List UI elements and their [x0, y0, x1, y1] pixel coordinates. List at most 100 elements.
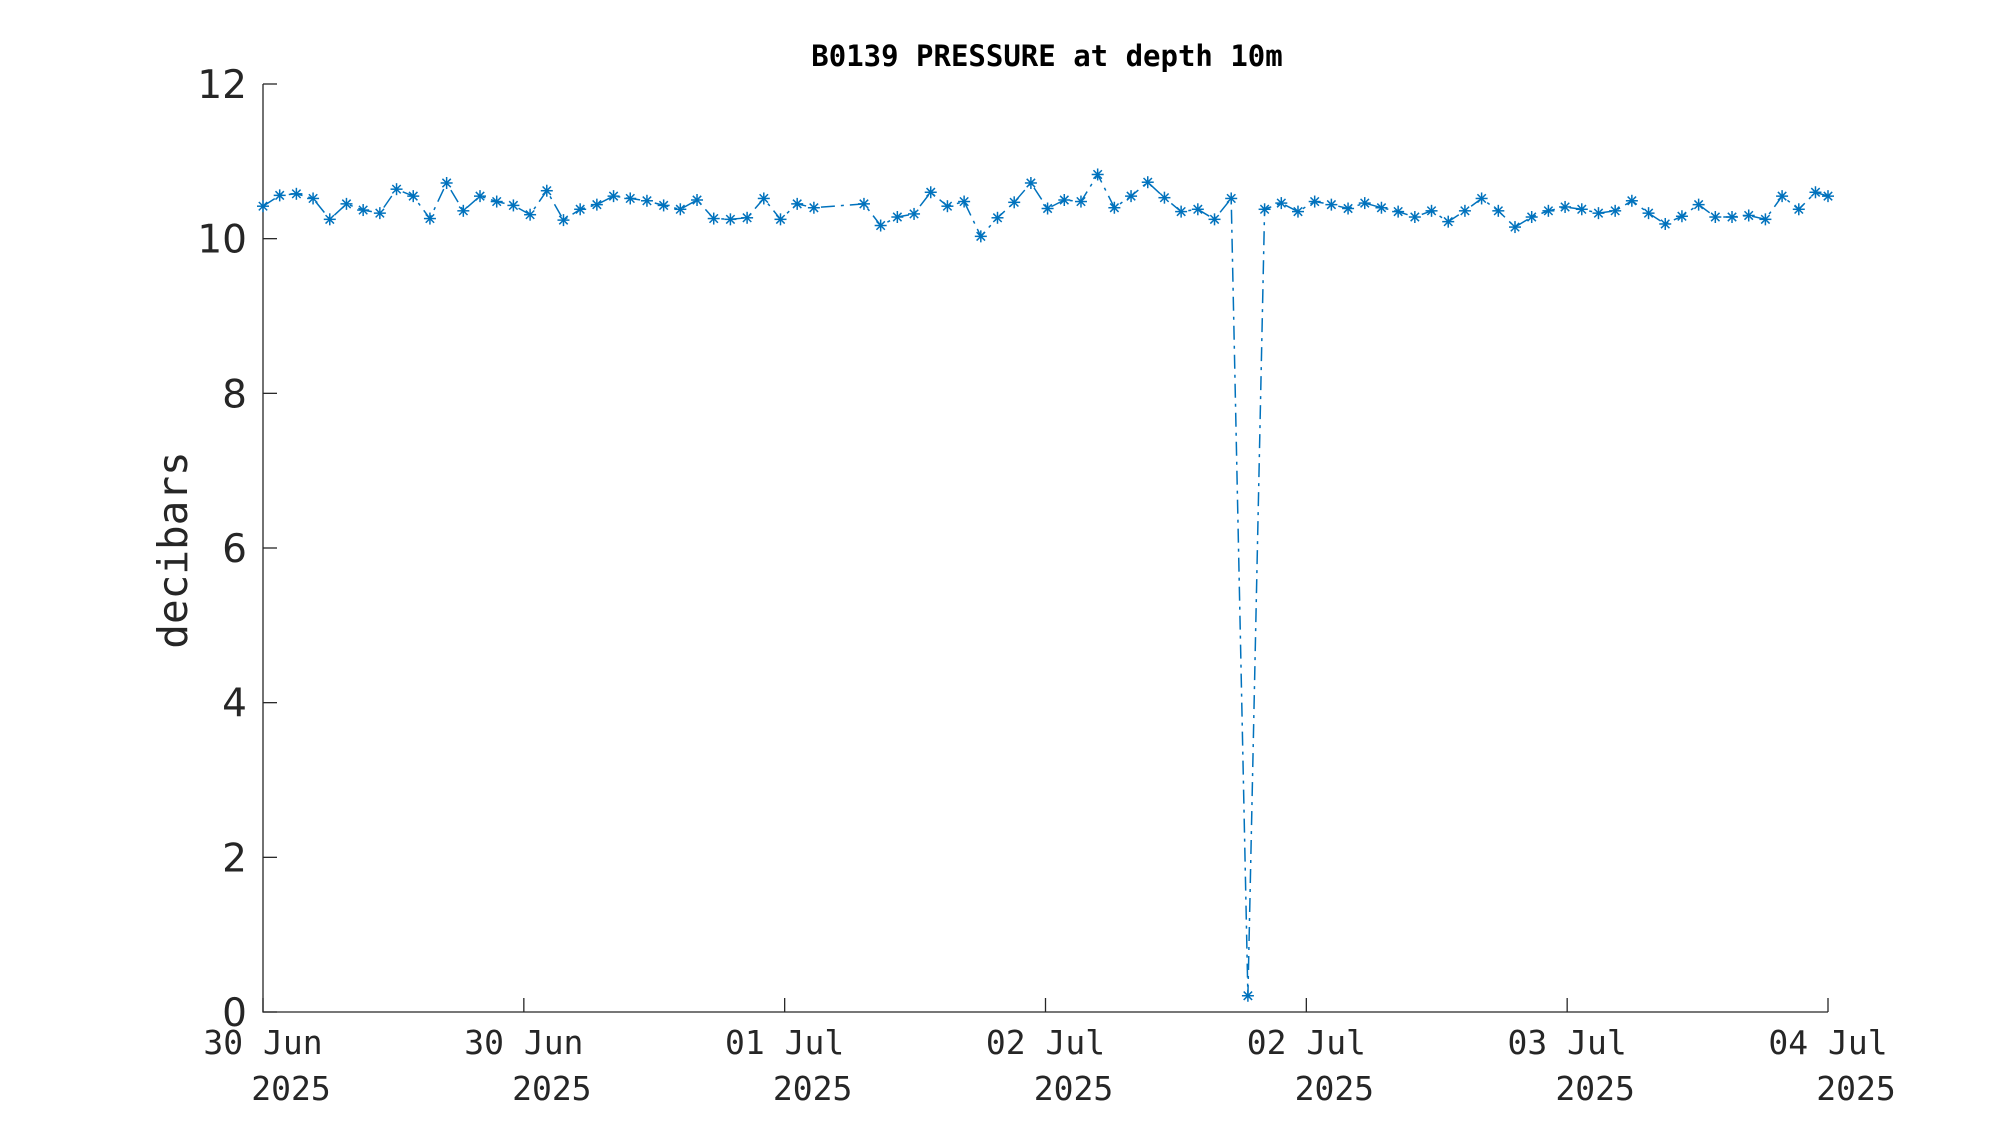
series-line: [262, 172, 1829, 996]
data-point: [1175, 205, 1188, 218]
data-point: [741, 211, 754, 224]
data-point: [791, 197, 804, 210]
data-point: [1625, 194, 1638, 207]
data-point: [1709, 211, 1722, 224]
data-point: [290, 187, 303, 200]
data-point: [891, 211, 904, 224]
data-point: [423, 212, 436, 225]
data-point: [1592, 207, 1605, 220]
data-point: [908, 207, 921, 220]
data-point: [1442, 215, 1455, 228]
data-point: [991, 211, 1004, 224]
data-point: [1125, 190, 1138, 203]
data-point: [1375, 201, 1388, 214]
data-point: [624, 192, 637, 205]
axes-frame: [262, 84, 1828, 1013]
y-tick-label: 8: [222, 372, 247, 417]
data-point: [1308, 195, 1321, 208]
data-point: [1191, 203, 1204, 216]
data-point: [1542, 204, 1555, 217]
data-point: [1458, 204, 1471, 217]
data-point: [440, 176, 453, 189]
x-tick-label-year: 2025: [1034, 1069, 1113, 1108]
x-tick-label-year: 2025: [1816, 1069, 1895, 1108]
data-point: [757, 192, 770, 205]
data-point: [1559, 200, 1572, 213]
data-point: [607, 190, 620, 203]
data-point: [1258, 203, 1271, 216]
data-point: [691, 194, 704, 206]
x-tick-label-year: 2025: [512, 1069, 591, 1108]
data-point: [1291, 205, 1304, 218]
y-tick-label: 6: [222, 527, 247, 572]
x-tick-label-year: 2025: [1295, 1069, 1374, 1108]
data-point: [1509, 221, 1521, 234]
y-tick-label: 10: [197, 218, 247, 263]
data-point: [924, 186, 937, 199]
data-point: [373, 207, 386, 220]
data-point: [1141, 176, 1154, 189]
x-tick-label-date: 01 Jul: [725, 1023, 844, 1062]
chart-title: B0139 PRESSURE at depth 10m: [811, 39, 1282, 73]
data-point: [407, 190, 420, 203]
y-axis-label: decibars: [149, 451, 197, 648]
data-point: [557, 214, 570, 227]
data-point: [1659, 217, 1672, 230]
data-point: [1642, 207, 1655, 220]
data-point: [1675, 210, 1688, 223]
x-tick-label-date: 02 Jul: [986, 1023, 1105, 1062]
y-tick-label: 12: [197, 63, 247, 108]
data-point: [1342, 202, 1355, 215]
data-point: [1475, 192, 1488, 205]
data-point: [357, 204, 370, 217]
data-point: [640, 194, 653, 207]
x-tick-label-date: 30 Jun: [464, 1023, 583, 1062]
data-point: [390, 183, 403, 196]
data-point: [1492, 204, 1505, 217]
data-point: [574, 203, 587, 216]
data-point: [1325, 198, 1338, 211]
data-point: [524, 208, 537, 221]
series-markers: [257, 168, 1834, 1002]
data-point: [1358, 197, 1371, 210]
data-point: [1208, 213, 1221, 226]
data-point: [941, 200, 954, 213]
data-point: [474, 190, 487, 203]
data-point: [507, 199, 520, 212]
data-point: [1241, 989, 1254, 1002]
data-point: [273, 189, 286, 202]
data-point: [1742, 209, 1755, 222]
data-point: [1008, 196, 1021, 209]
data-point: [1158, 191, 1171, 204]
y-tick-label: 4: [222, 682, 247, 727]
data-point: [1108, 201, 1121, 214]
data-point: [1525, 211, 1538, 224]
y-tick-label: 2: [222, 836, 247, 881]
data-point: [657, 199, 670, 212]
data-point: [1041, 202, 1054, 215]
y-axis-ticks: 0 2 4 6 8 10 12: [197, 63, 277, 1036]
data-point: [1074, 195, 1087, 208]
data-point: [674, 203, 687, 216]
data-point: [1425, 204, 1438, 217]
data-point: [707, 212, 720, 225]
y-tick-label: 0: [222, 991, 247, 1036]
data-point: [1692, 198, 1705, 211]
data-point: [1726, 211, 1739, 224]
data-point: [974, 230, 987, 243]
x-tick-label-date: 02 Jul: [1247, 1023, 1366, 1062]
x-tick-label-year: 2025: [773, 1069, 852, 1108]
data-point: [1776, 190, 1789, 203]
data-point: [490, 195, 503, 208]
x-tick-label-year: 2025: [251, 1069, 330, 1108]
data-point: [1024, 176, 1037, 189]
data-point: [1392, 205, 1405, 218]
data-point: [724, 213, 737, 226]
x-tick-label-year: 2025: [1555, 1069, 1634, 1108]
data-point: [540, 184, 553, 197]
data-point: [1225, 192, 1238, 205]
data-point: [857, 197, 870, 210]
data-point: [340, 197, 353, 210]
x-axis-ticks: 30 Jun 2025 30 Jun 2025 01 Jul 2025 02 Jul 2025…: [203, 998, 1896, 1108]
data-point: [457, 204, 470, 217]
